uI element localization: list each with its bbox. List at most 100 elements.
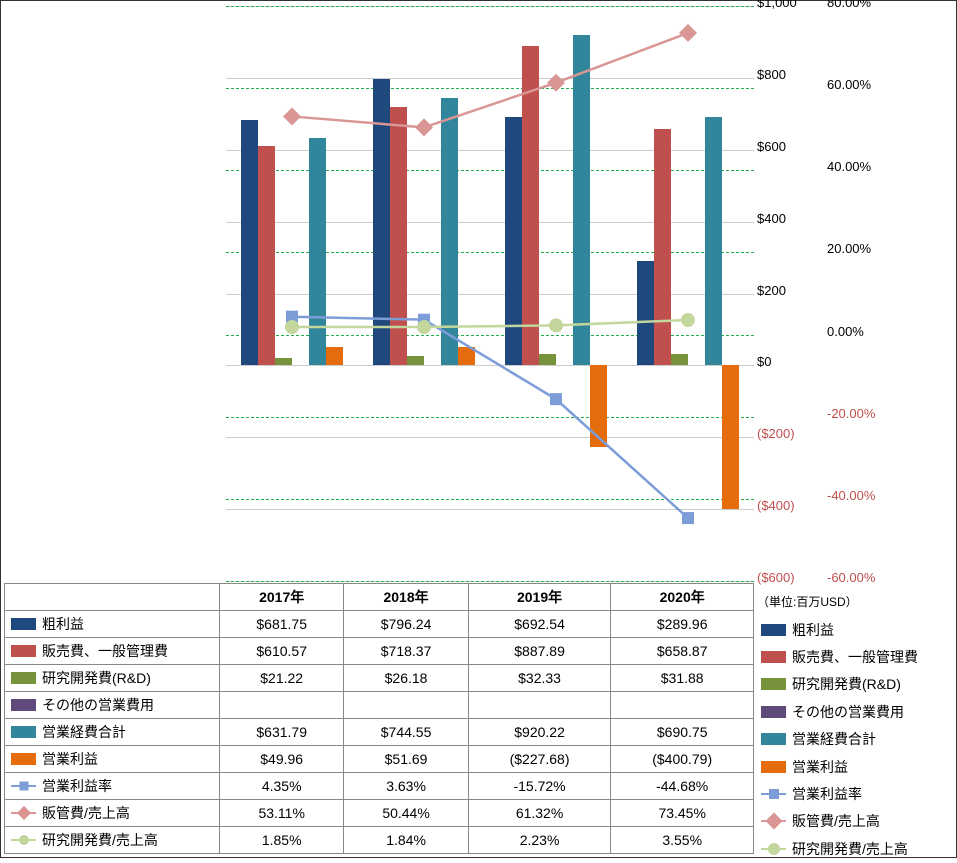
table-cell: 4.35% [220,773,344,800]
marker-sgarev [547,74,565,92]
legend-label: 販売費、一般管理費 [792,647,918,667]
table-row-rd: 研究開発費(R&D)$21.22$26.18$32.33$31.88 [5,665,754,692]
row-label-cell: 販売費、一般管理費 [5,638,220,665]
legend-item-sgarev: 販管費/売上高 [761,808,951,835]
row-label-text: 研究開発費/売上高 [42,830,158,850]
line-overlay [226,6,754,581]
table-cell: $796.24 [344,611,468,638]
table-cell: 3.63% [344,773,468,800]
row-label-text: 販売費、一般管理費 [42,641,168,661]
marker-opmrg [682,512,694,524]
legend-item-rd: 研究開発費(R&D) [761,671,951,698]
table-cell: $744.55 [344,719,468,746]
y2-tick-label: 20.00% [827,242,902,255]
y2-tick-label: -60.00% [827,571,902,584]
unit-label: （単位:百万USD） [757,593,858,610]
table-cell: 53.11% [220,800,344,827]
data-table: 2017年2018年2019年2020年粗利益 $681.75$796.24 $69… [4,583,754,854]
row-label-cell: 営業利益 [5,746,220,773]
gridline-secondary [226,581,754,582]
table-cell: $681.75 [220,611,344,638]
table-cell: $718.37 [344,638,468,665]
row-label-cell: 販管費/売上高 [5,800,220,827]
y1-tick-label: ($600) [757,571,822,584]
table-row-opex: 営業経費合計$631.79$744.55$920.22$690.75 [5,719,754,746]
y2-tick-label: 80.00% [827,0,902,9]
y2-axis: 80.00% 60.00% 40.00% 20.00% 0.00% -20.00% -40.… [827,3,902,581]
table-cell: $658.87 [611,638,754,665]
marker-sgarev [679,24,697,42]
table-cell: -15.72% [468,773,611,800]
table-row-gross: 粗利益$681.75$796.24$692.54$289.96 [5,611,754,638]
line-opmrg [292,317,688,518]
row-label-text: 営業利益 [42,749,98,769]
table-row-rdrev: 研究開発費/売上高1.85%1.84%2.23%3.55% [5,827,754,854]
table-cell: $51.69 [344,746,468,773]
marker-rdrev [681,313,695,327]
row-label-cell: 営業経費合計 [5,719,220,746]
y2-tick-label: 60.00% [827,78,902,91]
table-year-header: 2018年 [344,584,468,611]
row-label-text: 粗利益 [42,614,84,634]
table-cell: ($400.79) [611,746,754,773]
table-row-other: その他の営業費用 [5,692,754,719]
table-corner [5,584,220,611]
plot-area [226,6,754,581]
row-label-cell: その他の営業費用 [5,692,220,719]
table-cell: 50.44% [344,800,468,827]
table-cell: 73.45% [611,800,754,827]
y1-tick-label: $800 [757,68,822,81]
table-cell: $49.96 [220,746,344,773]
table-header-row: 2017年2018年2019年2020年 [5,584,754,611]
legend-item-gross: 粗利益 [761,616,951,643]
legend-item-opinc: 営業利益 [761,753,951,780]
y2-tick-label: -20.00% [827,407,902,420]
legend-label: 販管費/売上高 [792,811,880,831]
table-row-opinc: 営業利益 $49.96$51.69($227.68)($400.79) [5,746,754,773]
y1-axis: $1,000$800$600$400$200$0($200)($400)($60… [757,3,822,581]
table-cell [611,692,754,719]
y1-tick-label: ($200) [757,427,822,440]
legend-label: 粗利益 [792,620,834,640]
row-label-text: 営業利益率 [42,776,112,796]
legend-label: 研究開発費(R&D) [792,674,901,694]
table-cell: $631.79 [220,719,344,746]
legend-label: 営業経費合計 [792,729,876,749]
table-cell: -44.68% [611,773,754,800]
y1-tick-label: $0 [757,355,822,368]
y2-tick-label: 40.00% [827,160,902,173]
row-label-text: 営業経費合計 [42,722,126,742]
legend-item-opmrg: 営業利益率 [761,780,951,807]
table-cell: $610.57 [220,638,344,665]
table-cell: $31.88 [611,665,754,692]
table-cell: ($227.68) [468,746,611,773]
line-sgarev [292,33,688,128]
legend-item-other: その他の営業費用 [761,698,951,725]
table-cell: $26.18 [344,665,468,692]
y2-tick-label: 0.00% [827,325,902,338]
marker-sgarev [283,107,301,125]
row-label-text: 研究開発費(R&D) [42,668,151,688]
y2-tick-label: -40.00% [827,489,902,502]
table-cell: $289.96 [611,611,754,638]
marker-rdrev [417,320,431,334]
table-cell: $32.33 [468,665,611,692]
legend-item-rdrev: 研究開発費/売上高 [761,835,951,862]
table-cell: 61.32% [468,800,611,827]
row-label-cell: 粗利益 [5,611,220,638]
legend-label: 研究開発費/売上高 [792,839,908,859]
row-label-cell: 営業利益率 [5,773,220,800]
table-cell: $887.89 [468,638,611,665]
table-row-opmrg: 営業利益率 4.35%3.63%-15.72%-44.68% [5,773,754,800]
table-year-header: 2019年 [468,584,611,611]
table-cell [220,692,344,719]
table-cell: 1.84% [344,827,468,854]
table-cell: $690.75 [611,719,754,746]
legend: 粗利益販売費、一般管理費研究開発費(R&D) その他の営業費用営業経費合計営業利益… [761,616,951,863]
table-row-sgarev: 販管費/売上高 53.11%50.44%61.32%73.45% [5,800,754,827]
legend-item-opex: 営業経費合計 [761,726,951,753]
table-cell: 2.23% [468,827,611,854]
table-cell: 3.55% [611,827,754,854]
row-label-text: 販管費/売上高 [42,803,130,823]
chart-container: $1,000$800$600$400$200$0($200)($400)($60… [0,0,957,858]
